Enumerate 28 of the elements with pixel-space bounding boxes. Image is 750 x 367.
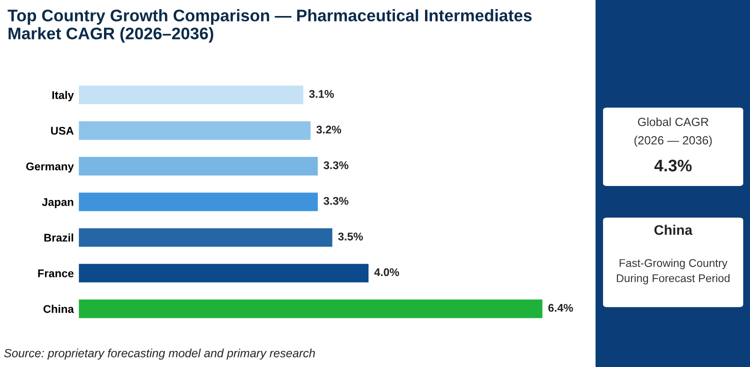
bar xyxy=(78,264,369,282)
bar xyxy=(78,156,318,176)
y-tick-label: China xyxy=(43,304,74,313)
text: Global CAGR xyxy=(638,117,708,126)
text: Fast-Growing Country During Forecast Period xyxy=(616,258,730,284)
data-label: 4.0% xyxy=(374,268,400,276)
y-tick-label: USA xyxy=(51,126,74,135)
text: China xyxy=(654,224,693,235)
y-tick-label: Japan xyxy=(42,198,74,208)
bar xyxy=(78,121,311,140)
text: (2026 — 2036) xyxy=(634,136,712,147)
bar xyxy=(78,300,542,318)
bar xyxy=(78,192,318,212)
y-tick-label: Germany xyxy=(26,162,74,173)
text: 4.3% xyxy=(654,160,692,172)
data-label: 6.4% xyxy=(548,304,573,312)
data-label: 3.1% xyxy=(309,90,334,98)
data-label: 3.3% xyxy=(324,161,348,170)
source-note: Source: proprietary forecasting model and primary research xyxy=(4,348,315,360)
data-label: 3.3% xyxy=(324,196,348,205)
y-tick-label: Italy xyxy=(52,90,74,102)
bar xyxy=(78,86,304,104)
data-label: 3.5% xyxy=(338,232,363,240)
y-tick-label: France xyxy=(38,270,74,278)
chart-title: Top Country Growth Comparison — Pharmaceutical Intermediates Market CAGR (2026–2036) xyxy=(8,9,532,43)
y-tick-label: Brazil xyxy=(44,233,74,242)
bar xyxy=(78,228,332,247)
data-label: 3.2% xyxy=(316,126,342,134)
